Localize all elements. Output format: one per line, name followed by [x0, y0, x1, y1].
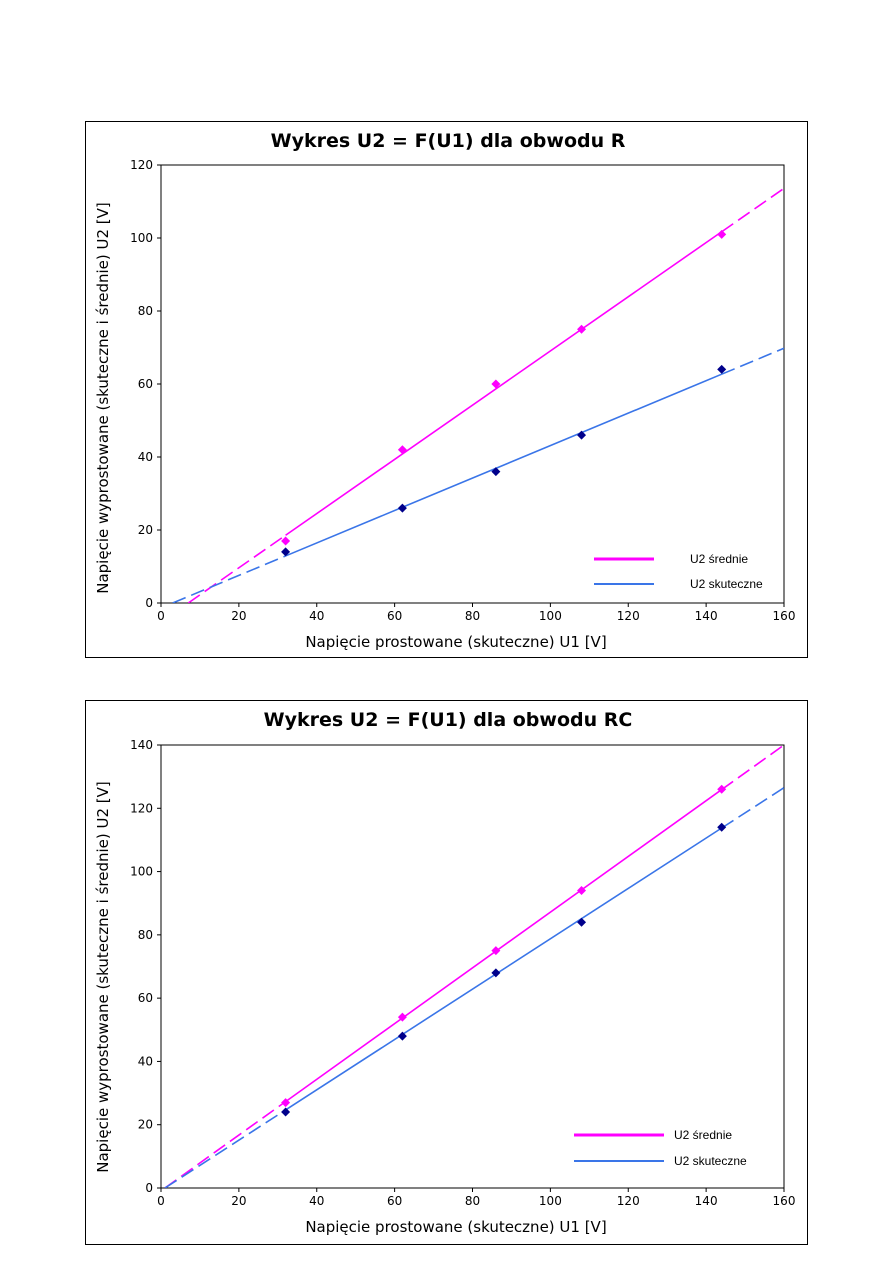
data-point [281, 1098, 291, 1108]
x-tick-label: 140 [695, 609, 718, 623]
y-tick-label: 100 [130, 865, 153, 879]
trendline [285, 788, 723, 1103]
x-tick-label: 100 [539, 609, 562, 623]
trendline-extension [164, 1109, 287, 1188]
y-tick-label: 120 [130, 158, 153, 172]
chart-rc-circuit: Wykres U2 = F(U1) dla obwodu RC Napięcie… [85, 700, 808, 1245]
y-tick-label: 40 [138, 450, 153, 464]
y-axis-title: Napięcie wyprostowane (skuteczne i średn… [94, 781, 112, 1173]
x-tick-label: 80 [465, 1194, 480, 1208]
x-tick-label: 40 [309, 609, 324, 623]
chart-r-circuit: Wykres U2 = F(U1) dla obwodu R Napięcie … [85, 121, 808, 658]
data-point [397, 503, 407, 513]
x-tick-label: 60 [387, 1194, 402, 1208]
y-tick-label: 80 [138, 304, 153, 318]
data-point [397, 445, 407, 455]
series-trendline-0 [187, 187, 784, 603]
data-point [397, 1012, 407, 1022]
x-tick-label: 80 [465, 609, 480, 623]
data-point [717, 364, 727, 374]
x-tick-label: 120 [617, 1194, 640, 1208]
y-tick-label: 20 [138, 1118, 153, 1132]
x-tick-label: 0 [157, 609, 165, 623]
y-tick-label: 0 [145, 596, 153, 610]
data-point [577, 324, 587, 334]
data-point [717, 784, 727, 794]
y-tick-label: 60 [138, 991, 153, 1005]
x-tick-label: 140 [695, 1194, 718, 1208]
chart-rc-svg: Wykres U2 = F(U1) dla obwodu RC Napięcie… [94, 709, 796, 1236]
data-point [397, 1031, 407, 1041]
series-trendline-1 [172, 347, 784, 603]
y-tick-label: 140 [130, 738, 153, 752]
trendline [285, 373, 723, 557]
data-point [281, 1107, 291, 1117]
trendline-extension [721, 347, 784, 375]
data-point [577, 430, 587, 440]
series-trendline-1 [164, 787, 784, 1188]
data-point [717, 229, 727, 239]
x-tick-label: 60 [387, 609, 402, 623]
data-point [491, 467, 501, 477]
data-point [491, 379, 501, 389]
x-tick-label: 160 [773, 1194, 796, 1208]
x-tick-label: 20 [231, 1194, 246, 1208]
y-tick-label: 0 [145, 1181, 153, 1195]
trendline-extension [721, 787, 784, 829]
legend-label: U2 skuteczne [690, 577, 763, 591]
x-axis-title: Napięcie prostowane (skuteczne) U1 [V] [305, 633, 606, 651]
data-point [577, 917, 587, 927]
data-point [281, 536, 291, 546]
data-point [491, 946, 501, 956]
trendline [285, 231, 723, 536]
chart-r-svg: Wykres U2 = F(U1) dla obwodu R Napięcie … [94, 130, 796, 651]
plot-area [160, 164, 785, 604]
x-tick-label: 20 [231, 609, 246, 623]
chart-title: Wykres U2 = F(U1) dla obwodu RC [264, 709, 633, 731]
trendline [285, 827, 723, 1111]
x-tick-label: 40 [309, 1194, 324, 1208]
legend-label: U2 skuteczne [674, 1154, 747, 1168]
y-axis-title: Napięcie wyprostowane (skuteczne i średn… [94, 202, 112, 594]
y-tick-label: 100 [130, 231, 153, 245]
chart-title: Wykres U2 = F(U1) dla obwodu R [271, 130, 626, 152]
data-point [491, 968, 501, 978]
y-tick-label: 120 [130, 801, 153, 815]
y-tick-label: 80 [138, 928, 153, 942]
y-tick-label: 40 [138, 1054, 153, 1068]
trendline-extension [721, 187, 784, 233]
legend-label: U2 średnie [674, 1128, 732, 1142]
x-tick-label: 120 [617, 609, 640, 623]
data-point [281, 547, 291, 557]
x-tick-label: 160 [773, 609, 796, 623]
data-point [717, 822, 727, 832]
trendline-extension [164, 1100, 287, 1188]
trendline-extension [172, 555, 286, 603]
x-tick-label: 100 [539, 1194, 562, 1208]
y-tick-label: 20 [138, 523, 153, 537]
legend-label: U2 średnie [690, 552, 748, 566]
y-tick-label: 60 [138, 377, 153, 391]
x-axis-title: Napięcie prostowane (skuteczne) U1 [V] [305, 1218, 606, 1236]
trendline-extension [721, 745, 784, 791]
data-point [577, 886, 587, 896]
series-trendline-0 [164, 745, 784, 1188]
x-tick-label: 0 [157, 1194, 165, 1208]
trendline-extension [187, 534, 287, 603]
